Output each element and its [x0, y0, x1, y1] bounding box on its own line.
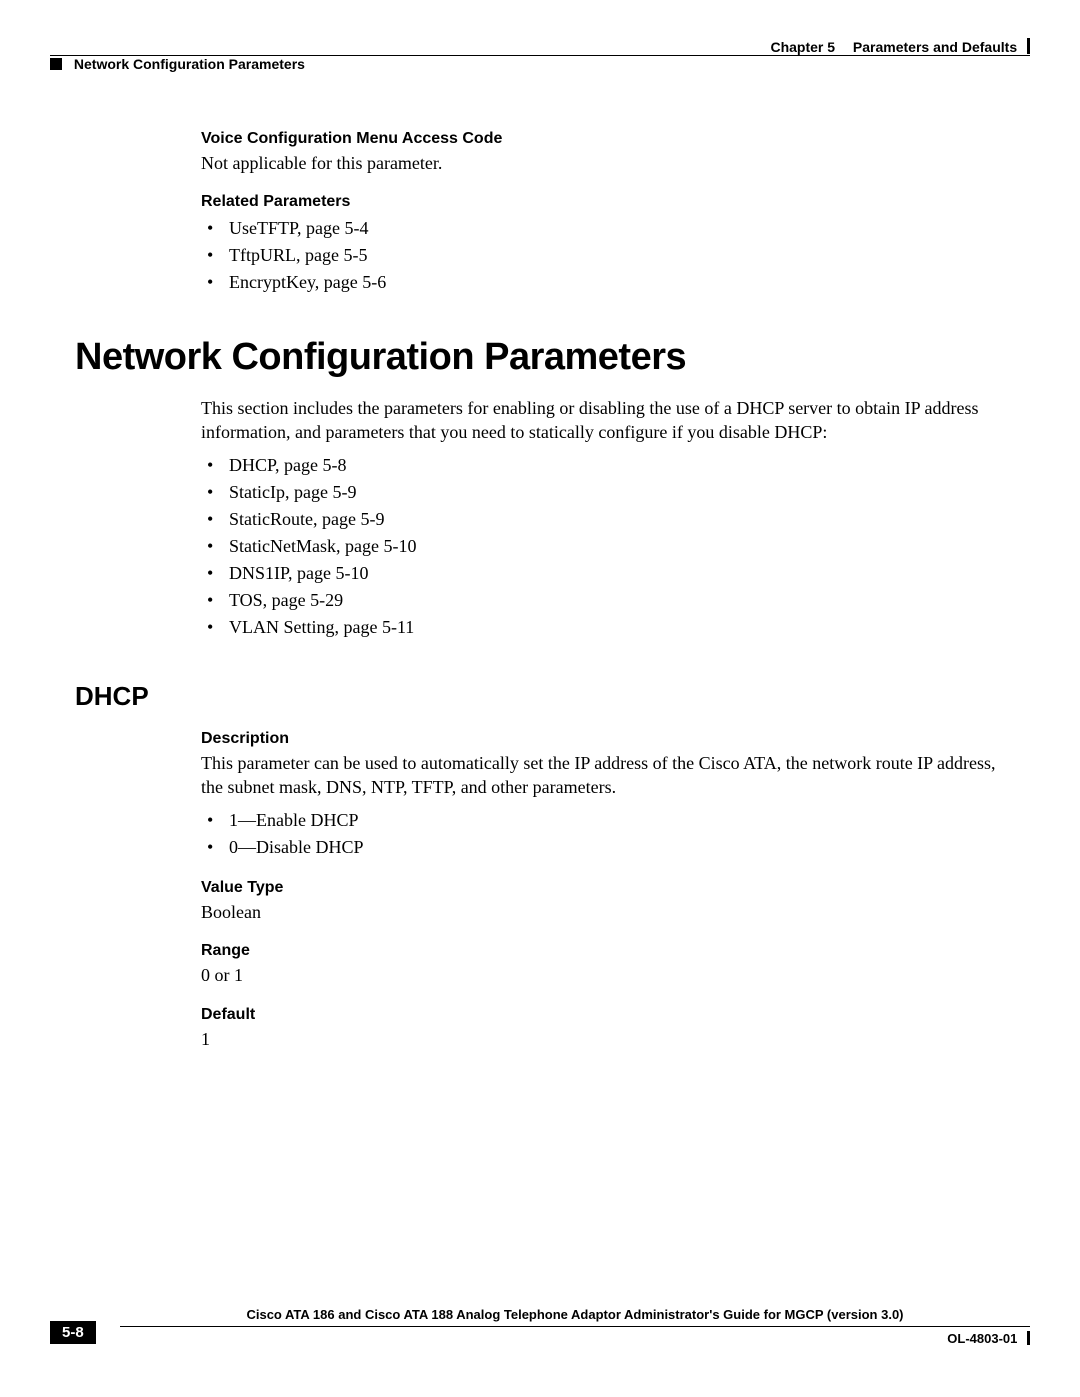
block-voice-menu: Voice Configuration Menu Access Code Not… — [201, 130, 1005, 296]
text-range: 0 or 1 — [201, 964, 1005, 987]
label-range: Range — [201, 942, 1005, 960]
chapter-label: Chapter 5 — [770, 39, 835, 55]
heading-main: Network Configuration Parameters — [75, 336, 1005, 379]
footer-doc-title: Cisco ATA 186 and Cisco ATA 188 Analog T… — [120, 1307, 1030, 1327]
block-main: This section includes the parameters for… — [201, 397, 1005, 641]
list-description: 1—Enable DHCP 0—Disable DHCP — [201, 807, 1005, 861]
label-default: Default — [201, 1006, 1005, 1024]
list-item: EncryptKey, page 5-6 — [201, 269, 1005, 296]
list-item: DNS1IP, page 5-10 — [201, 560, 1005, 587]
heading-dhcp: DHCP — [75, 681, 1005, 712]
label-voice-menu: Voice Configuration Menu Access Code — [201, 130, 1005, 148]
label-related: Related Parameters — [201, 193, 1005, 211]
doc-id-text: OL-4803-01 — [947, 1331, 1017, 1346]
doc-id: OL-4803-01 — [947, 1331, 1030, 1346]
text-value-type: Boolean — [201, 901, 1005, 924]
list-item: VLAN Setting, page 5-11 — [201, 614, 1005, 641]
header-rule — [50, 55, 1030, 56]
list-item: TftpURL, page 5-5 — [201, 242, 1005, 269]
page-header: Chapter 5 Parameters and Defaults Networ… — [50, 38, 1030, 66]
page: Chapter 5 Parameters and Defaults Networ… — [0, 0, 1080, 1397]
list-item: 1—Enable DHCP — [201, 807, 1005, 834]
footer-bar-icon — [1027, 1331, 1030, 1345]
list-item: TOS, page 5-29 — [201, 587, 1005, 614]
header-square-icon — [50, 58, 62, 70]
text-description: This parameter can be used to automatica… — [201, 752, 1005, 799]
chapter-title: Parameters and Defaults — [853, 39, 1017, 55]
text-main-intro: This section includes the parameters for… — [201, 397, 1005, 444]
list-related: UseTFTP, page 5-4 TftpURL, page 5-5 Encr… — [201, 215, 1005, 296]
list-item: StaticIp, page 5-9 — [201, 479, 1005, 506]
page-number-badge: 5-8 — [50, 1321, 96, 1344]
list-item: UseTFTP, page 5-4 — [201, 215, 1005, 242]
header-left: Network Configuration Parameters — [50, 56, 305, 72]
header-bar-icon — [1027, 38, 1030, 54]
footer-row: 5-8 OL-4803-01 — [50, 1327, 1030, 1351]
page-footer: Cisco ATA 186 and Cisco ATA 188 Analog T… — [50, 1307, 1030, 1357]
block-dhcp: Description This parameter can be used t… — [201, 730, 1005, 1051]
label-description: Description — [201, 730, 1005, 748]
list-item: 0—Disable DHCP — [201, 834, 1005, 861]
text-default: 1 — [201, 1028, 1005, 1051]
content: Voice Configuration Menu Access Code Not… — [75, 120, 1005, 1069]
list-item: StaticNetMask, page 5-10 — [201, 533, 1005, 560]
header-right: Chapter 5 Parameters and Defaults — [770, 38, 1030, 55]
list-main: DHCP, page 5-8 StaticIp, page 5-9 Static… — [201, 452, 1005, 641]
text-voice-menu: Not applicable for this parameter. — [201, 152, 1005, 175]
list-item: StaticRoute, page 5-9 — [201, 506, 1005, 533]
label-value-type: Value Type — [201, 879, 1005, 897]
list-item: DHCP, page 5-8 — [201, 452, 1005, 479]
header-section: Network Configuration Parameters — [74, 56, 305, 72]
